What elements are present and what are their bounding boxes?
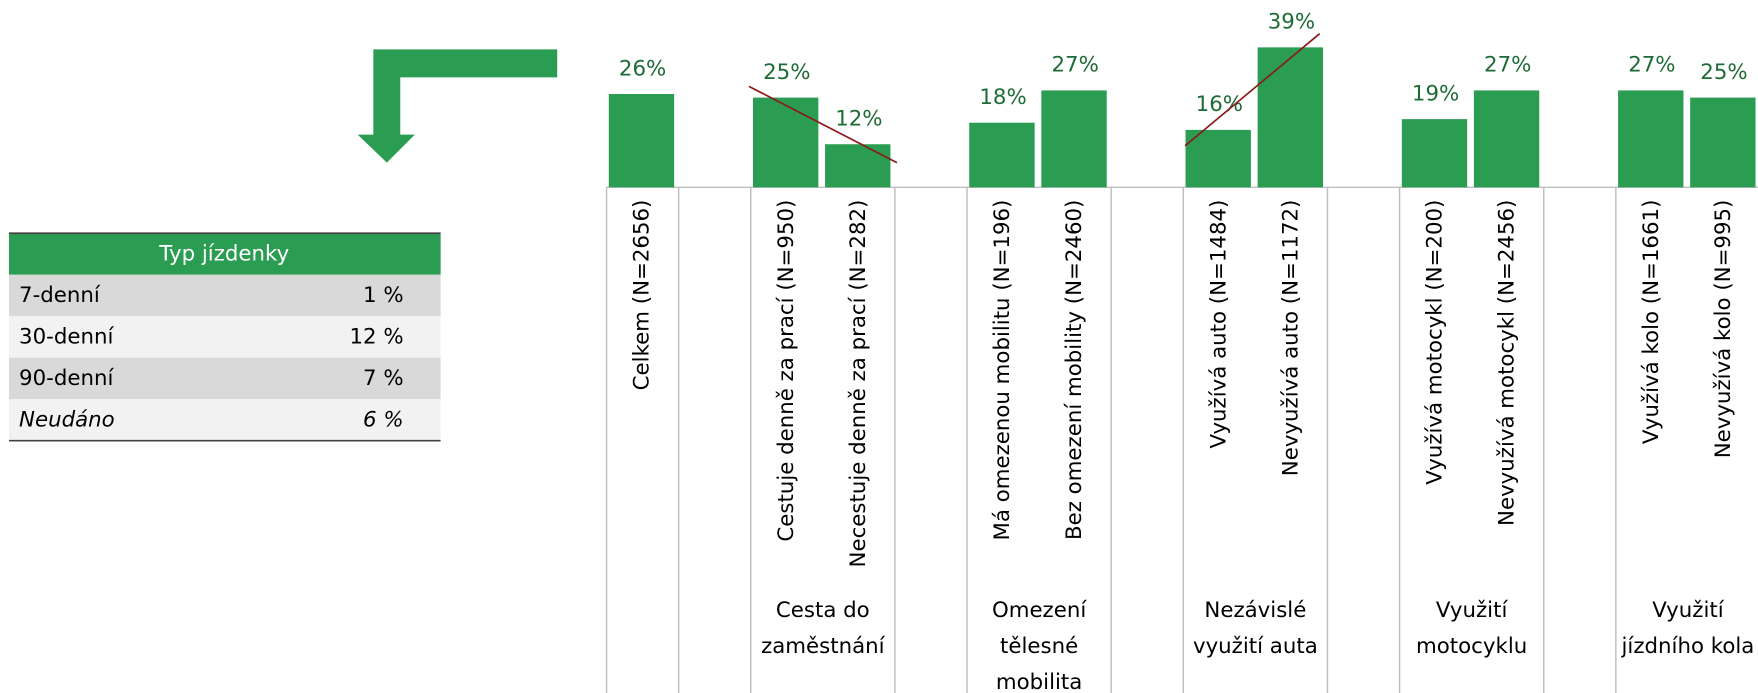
- value-label: 16%: [1196, 92, 1243, 117]
- table-cell: 7-denní: [19, 283, 101, 308]
- group-label: tělesné: [1000, 634, 1078, 659]
- group-label: Využití: [1652, 598, 1725, 623]
- bar: [1185, 129, 1251, 188]
- bar: [1257, 47, 1323, 188]
- bar: [969, 122, 1035, 188]
- table-header: Typ jízdenky: [158, 242, 289, 267]
- table-cell: 1 %: [363, 283, 404, 308]
- bar: [1041, 90, 1107, 188]
- group-label: jízdního kola: [1621, 634, 1755, 659]
- category-label: Využívá auto (N=1484): [1206, 200, 1231, 449]
- value-label: 26%: [619, 56, 666, 81]
- table-row-bg: [8, 316, 441, 358]
- table-cell: 30-denní: [19, 325, 114, 350]
- category-label: Bez omezení mobility (N=2460): [1062, 200, 1087, 540]
- plot: Cesta do zaměstnání Omezení tělesné mobilita…: [605, 10, 1758, 693]
- value-label: 27%: [1051, 53, 1098, 78]
- bar: [1401, 119, 1468, 188]
- category-label: Nevyužívá motocykl (N=2456): [1495, 200, 1520, 526]
- category-label: Celkem (N=2656): [630, 200, 655, 391]
- value-label: 39%: [1268, 10, 1315, 35]
- table-cell: 12 %: [350, 325, 404, 350]
- bar: [1618, 90, 1684, 188]
- group-label: Nezávislé: [1204, 598, 1306, 623]
- bar: [608, 94, 675, 188]
- table-cell: 6 %: [363, 407, 404, 432]
- category-label: Využívá motocykl (N=200): [1423, 200, 1448, 485]
- category-label: Necestuje denně za prací (N=282): [846, 200, 871, 568]
- group-label: motocyklu: [1416, 634, 1527, 659]
- table-cell: Neudáno: [19, 407, 115, 432]
- category-label: Má omezenou mobilitu (N=196): [990, 200, 1015, 541]
- bar: [825, 144, 891, 188]
- value-label: 25%: [1700, 60, 1747, 85]
- value-label: 18%: [979, 85, 1026, 110]
- value-label: 27%: [1628, 53, 1675, 78]
- category-label: Nevyužívá kolo (N=995): [1711, 200, 1736, 459]
- group-label: využití auta: [1193, 634, 1318, 659]
- bar: [752, 97, 819, 188]
- table-row-bg: [8, 274, 441, 317]
- trend-line: [1184, 33, 1321, 147]
- trend-line: [748, 85, 898, 164]
- group-label: Využití: [1436, 598, 1509, 623]
- table-cell: 90-denní: [19, 366, 114, 391]
- table-row-bg: [8, 399, 441, 441]
- group-label: zaměstnání: [761, 634, 886, 659]
- table-row-bg: [8, 357, 441, 400]
- category-label: Využívá kolo (N=1661): [1639, 200, 1664, 445]
- value-label: 27%: [1484, 53, 1531, 78]
- category-label: Cestuje denně za prací (N=950): [774, 200, 799, 542]
- category-label: Nevyužívá auto (N=1172): [1278, 200, 1303, 477]
- value-label: 25%: [763, 60, 810, 85]
- table-cell: 7 %: [363, 366, 404, 391]
- arrow: [357, 49, 558, 163]
- bar: [1690, 97, 1756, 188]
- group-label: Omezení: [992, 598, 1087, 623]
- group-label: mobilita: [996, 670, 1082, 693]
- group-label: Cesta do: [776, 598, 870, 623]
- value-label: 12%: [835, 107, 882, 132]
- bar: [1473, 90, 1540, 188]
- table-header-bg: [8, 233, 441, 275]
- table: Typ jízdenky 7-denní 1 % 30-denní 12 % 90-den…: [8, 232, 441, 442]
- value-label: 19%: [1412, 81, 1459, 106]
